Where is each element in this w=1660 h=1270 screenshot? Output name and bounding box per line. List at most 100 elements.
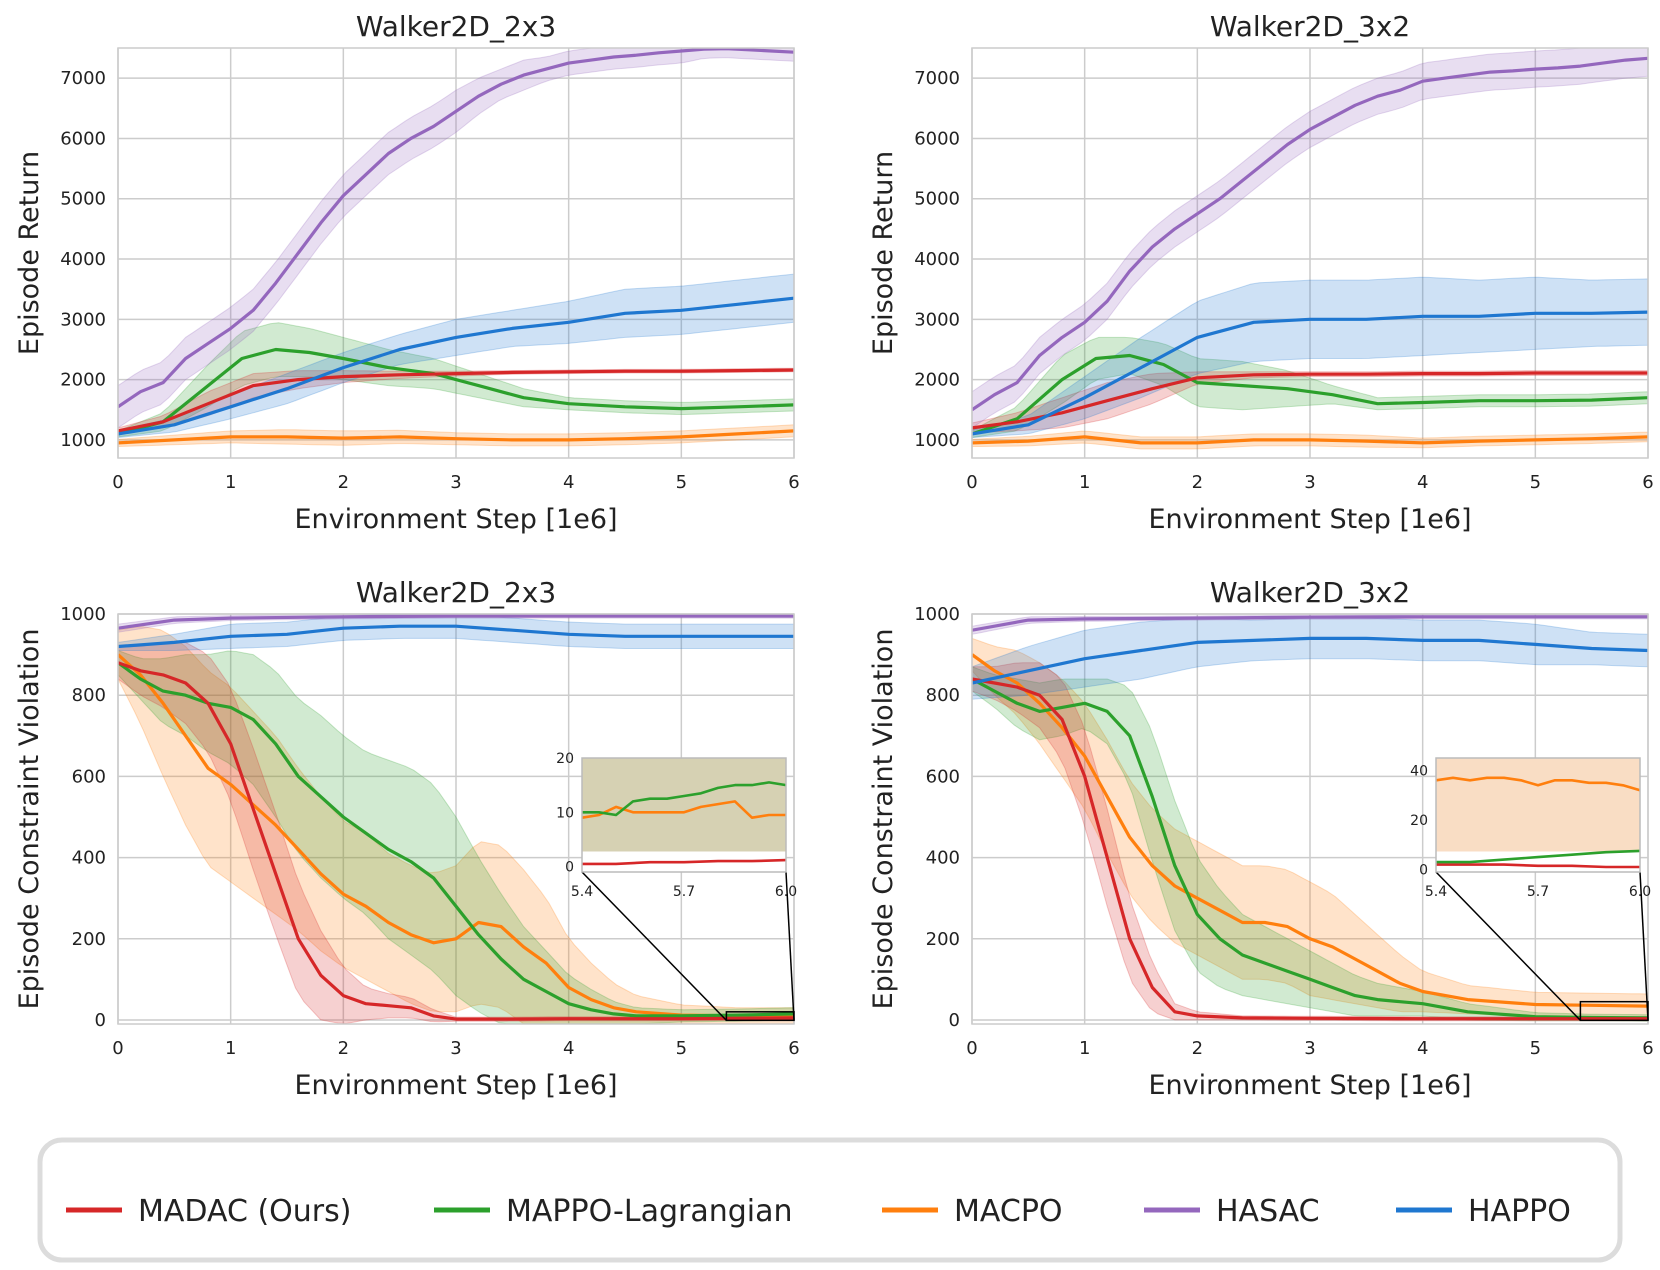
plot-frame <box>117 47 795 459</box>
band-macpo <box>972 637 1648 1019</box>
plot-area <box>118 48 794 448</box>
band-happo <box>118 273 794 439</box>
y-tick-label: 2000 <box>914 370 960 391</box>
chart-title: Walker2D_3x2 <box>1210 576 1410 609</box>
series-line-happo <box>118 624 794 649</box>
legend-label: MAPPO-Lagrangian <box>506 1194 793 1229</box>
series-line-happo <box>118 296 794 436</box>
x-tick-label: 3 <box>1304 1038 1315 1059</box>
series-line-hasac <box>118 48 794 409</box>
legend-entry: MACPO <box>882 1194 1063 1229</box>
x-axis-label: Environment Step [1e6] <box>1148 504 1471 535</box>
x-tick-label: 2 <box>338 472 349 493</box>
inset-band-fill <box>1436 758 1640 852</box>
inset-series-line-macpo <box>581 800 786 820</box>
y-tick-label: 400 <box>926 848 960 869</box>
y-tick-label: 600 <box>72 766 106 787</box>
series-line-madac-ours- <box>972 677 1648 1021</box>
y-tick-label: 400 <box>72 848 106 869</box>
y-tick-label: 800 <box>926 685 960 706</box>
inset-x-tick-label: 5.4 <box>571 884 593 900</box>
plot-area <box>972 48 1648 450</box>
x-tick-label: 4 <box>1417 1038 1428 1059</box>
y-tick-label: 1000 <box>914 430 960 451</box>
y-axis-label: Episode Constraint Violation <box>868 629 899 1010</box>
band-madac-ours- <box>972 662 1648 1022</box>
y-tick-label: 4000 <box>914 249 960 270</box>
series-line-hasac <box>972 56 1648 412</box>
inset-x-tick-label: 5.4 <box>1425 884 1447 900</box>
series-line-hasac <box>118 614 794 630</box>
y-tick-label: 200 <box>926 929 960 950</box>
y-tick-label: 5000 <box>60 189 106 210</box>
band-mappo-lagrangian <box>972 336 1648 439</box>
inset-y-tick-label: 40 <box>1410 763 1428 779</box>
band-madac-ours- <box>972 370 1648 434</box>
inset-band-fill <box>582 758 786 852</box>
plot-frame <box>971 47 1649 459</box>
series-line-happo <box>972 310 1648 436</box>
legend-entry: MADAC (Ours) <box>66 1194 351 1229</box>
legend-entry: MAPPO-Lagrangian <box>434 1194 793 1229</box>
y-tick-label: 600 <box>926 766 960 787</box>
x-tick-label: 5 <box>676 1038 687 1059</box>
series-line-mappo-lagrangian <box>118 661 794 1018</box>
x-tick-label: 2 <box>1192 472 1203 493</box>
legend-entry: HASAC <box>1144 1194 1320 1229</box>
y-tick-label: 3000 <box>60 309 106 330</box>
x-tick-label: 5 <box>676 472 687 493</box>
inset-series-line-madac-ours- <box>582 858 787 866</box>
x-tick-label: 4 <box>563 1038 574 1059</box>
legend-label: HAPPO <box>1468 1194 1571 1229</box>
series-line-mappo-lagrangian <box>118 347 794 436</box>
y-tick-label: 3000 <box>914 309 960 330</box>
x-tick-label: 6 <box>1642 472 1653 493</box>
x-tick-label: 4 <box>563 472 574 493</box>
zoom-connector-line <box>581 871 727 1021</box>
series-line-macpo <box>972 653 1648 1008</box>
band-mappo-lagrangian <box>118 649 794 1024</box>
inset-y-tick-label: 20 <box>1410 813 1428 829</box>
y-tick-label: 7000 <box>60 68 106 89</box>
x-tick-label: 0 <box>966 1038 977 1059</box>
band-macpo <box>118 626 794 1024</box>
series-line-madac-ours- <box>972 371 1648 430</box>
x-tick-label: 5 <box>1530 1038 1541 1059</box>
y-tick-label: 1000 <box>914 604 960 625</box>
y-tick-label: 800 <box>72 685 106 706</box>
series-line-macpo <box>118 429 794 445</box>
inset-x-tick-label: 5.7 <box>673 884 695 900</box>
inset-series-line-macpo <box>1435 776 1641 792</box>
x-tick-label: 1 <box>1079 1038 1090 1059</box>
series-line-hasac <box>972 615 1648 632</box>
y-tick-label: 1000 <box>60 430 106 451</box>
series-line-macpo <box>118 653 794 1018</box>
plot-frame <box>971 613 1649 1025</box>
band-madac-ours- <box>118 367 794 435</box>
x-tick-label: 3 <box>450 472 461 493</box>
series-line-madac-ours- <box>118 368 794 433</box>
band-hasac <box>118 48 794 429</box>
y-tick-label: 7000 <box>914 68 960 89</box>
legend: MADAC (Ours) MAPPO-Lagrangian MACPO HASAC HA… <box>37 1137 1623 1263</box>
y-tick-label: 200 <box>72 929 106 950</box>
band-madac-ours- <box>118 641 794 1024</box>
band-macpo <box>118 424 794 448</box>
y-axis-label: Episode Return <box>868 151 899 355</box>
y-tick-label: 4000 <box>60 249 106 270</box>
inset-x-tick-label: 6.0 <box>775 884 797 900</box>
x-tick-label: 4 <box>1417 472 1428 493</box>
x-tick-label: 1 <box>225 1038 236 1059</box>
inset-x-tick-label: 5.7 <box>1527 884 1549 900</box>
x-axis-label: Environment Step [1e6] <box>294 1070 617 1101</box>
y-tick-label: 6000 <box>914 128 960 149</box>
inset-y-tick-label: 20 <box>556 751 574 767</box>
x-axis-label: Environment Step [1e6] <box>1148 1070 1471 1101</box>
x-tick-label: 6 <box>1642 1038 1653 1059</box>
plot-frame <box>117 613 795 1025</box>
legend-frame <box>37 1137 1623 1263</box>
x-tick-label: 5 <box>1530 472 1541 493</box>
y-axis-label: Episode Constraint Violation <box>14 629 45 1010</box>
inset-series-line-mappo-lagrangian <box>1436 849 1641 864</box>
